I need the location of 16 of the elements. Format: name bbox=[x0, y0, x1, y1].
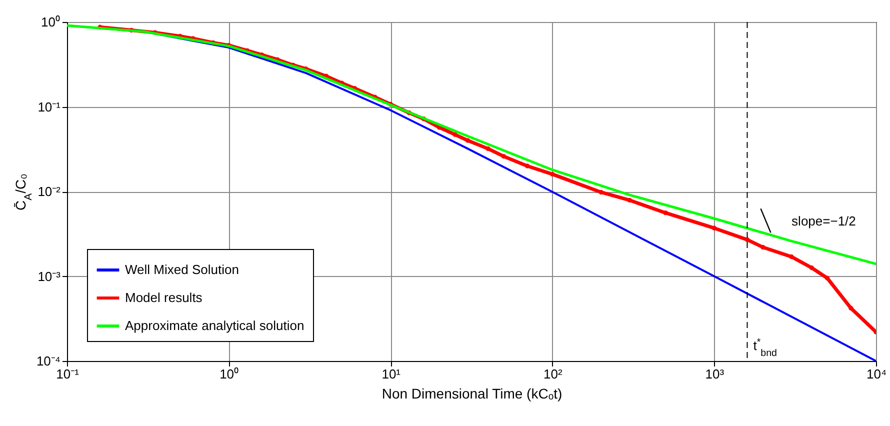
x-tick-label: 10⁴ bbox=[866, 366, 887, 382]
y-tick-label: 10⁰ bbox=[41, 14, 60, 30]
legend-label: Model results bbox=[125, 290, 203, 305]
x-axis-title: Non Dimensional Time (kCₒt) bbox=[382, 386, 562, 402]
x-tick-label: 10⁰ bbox=[220, 366, 240, 382]
y-tick-label: 10⁻² bbox=[38, 184, 62, 199]
x-tick-label: 10³ bbox=[705, 366, 725, 382]
y-tick-label: 10⁻¹ bbox=[38, 99, 62, 114]
x-tick-label: 10¹ bbox=[382, 366, 402, 382]
x-tick-label: 10² bbox=[544, 366, 563, 382]
y-tick-label: 10⁻³ bbox=[38, 268, 62, 284]
legend-label: Well Mixed Solution bbox=[125, 262, 239, 277]
legend-label: Approximate analytical solution bbox=[125, 318, 304, 333]
annotation: slope=−1/2 bbox=[792, 214, 856, 229]
x-tick-label: 10⁻¹ bbox=[56, 366, 80, 382]
y-tick-label: 10⁻⁴ bbox=[36, 354, 60, 368]
